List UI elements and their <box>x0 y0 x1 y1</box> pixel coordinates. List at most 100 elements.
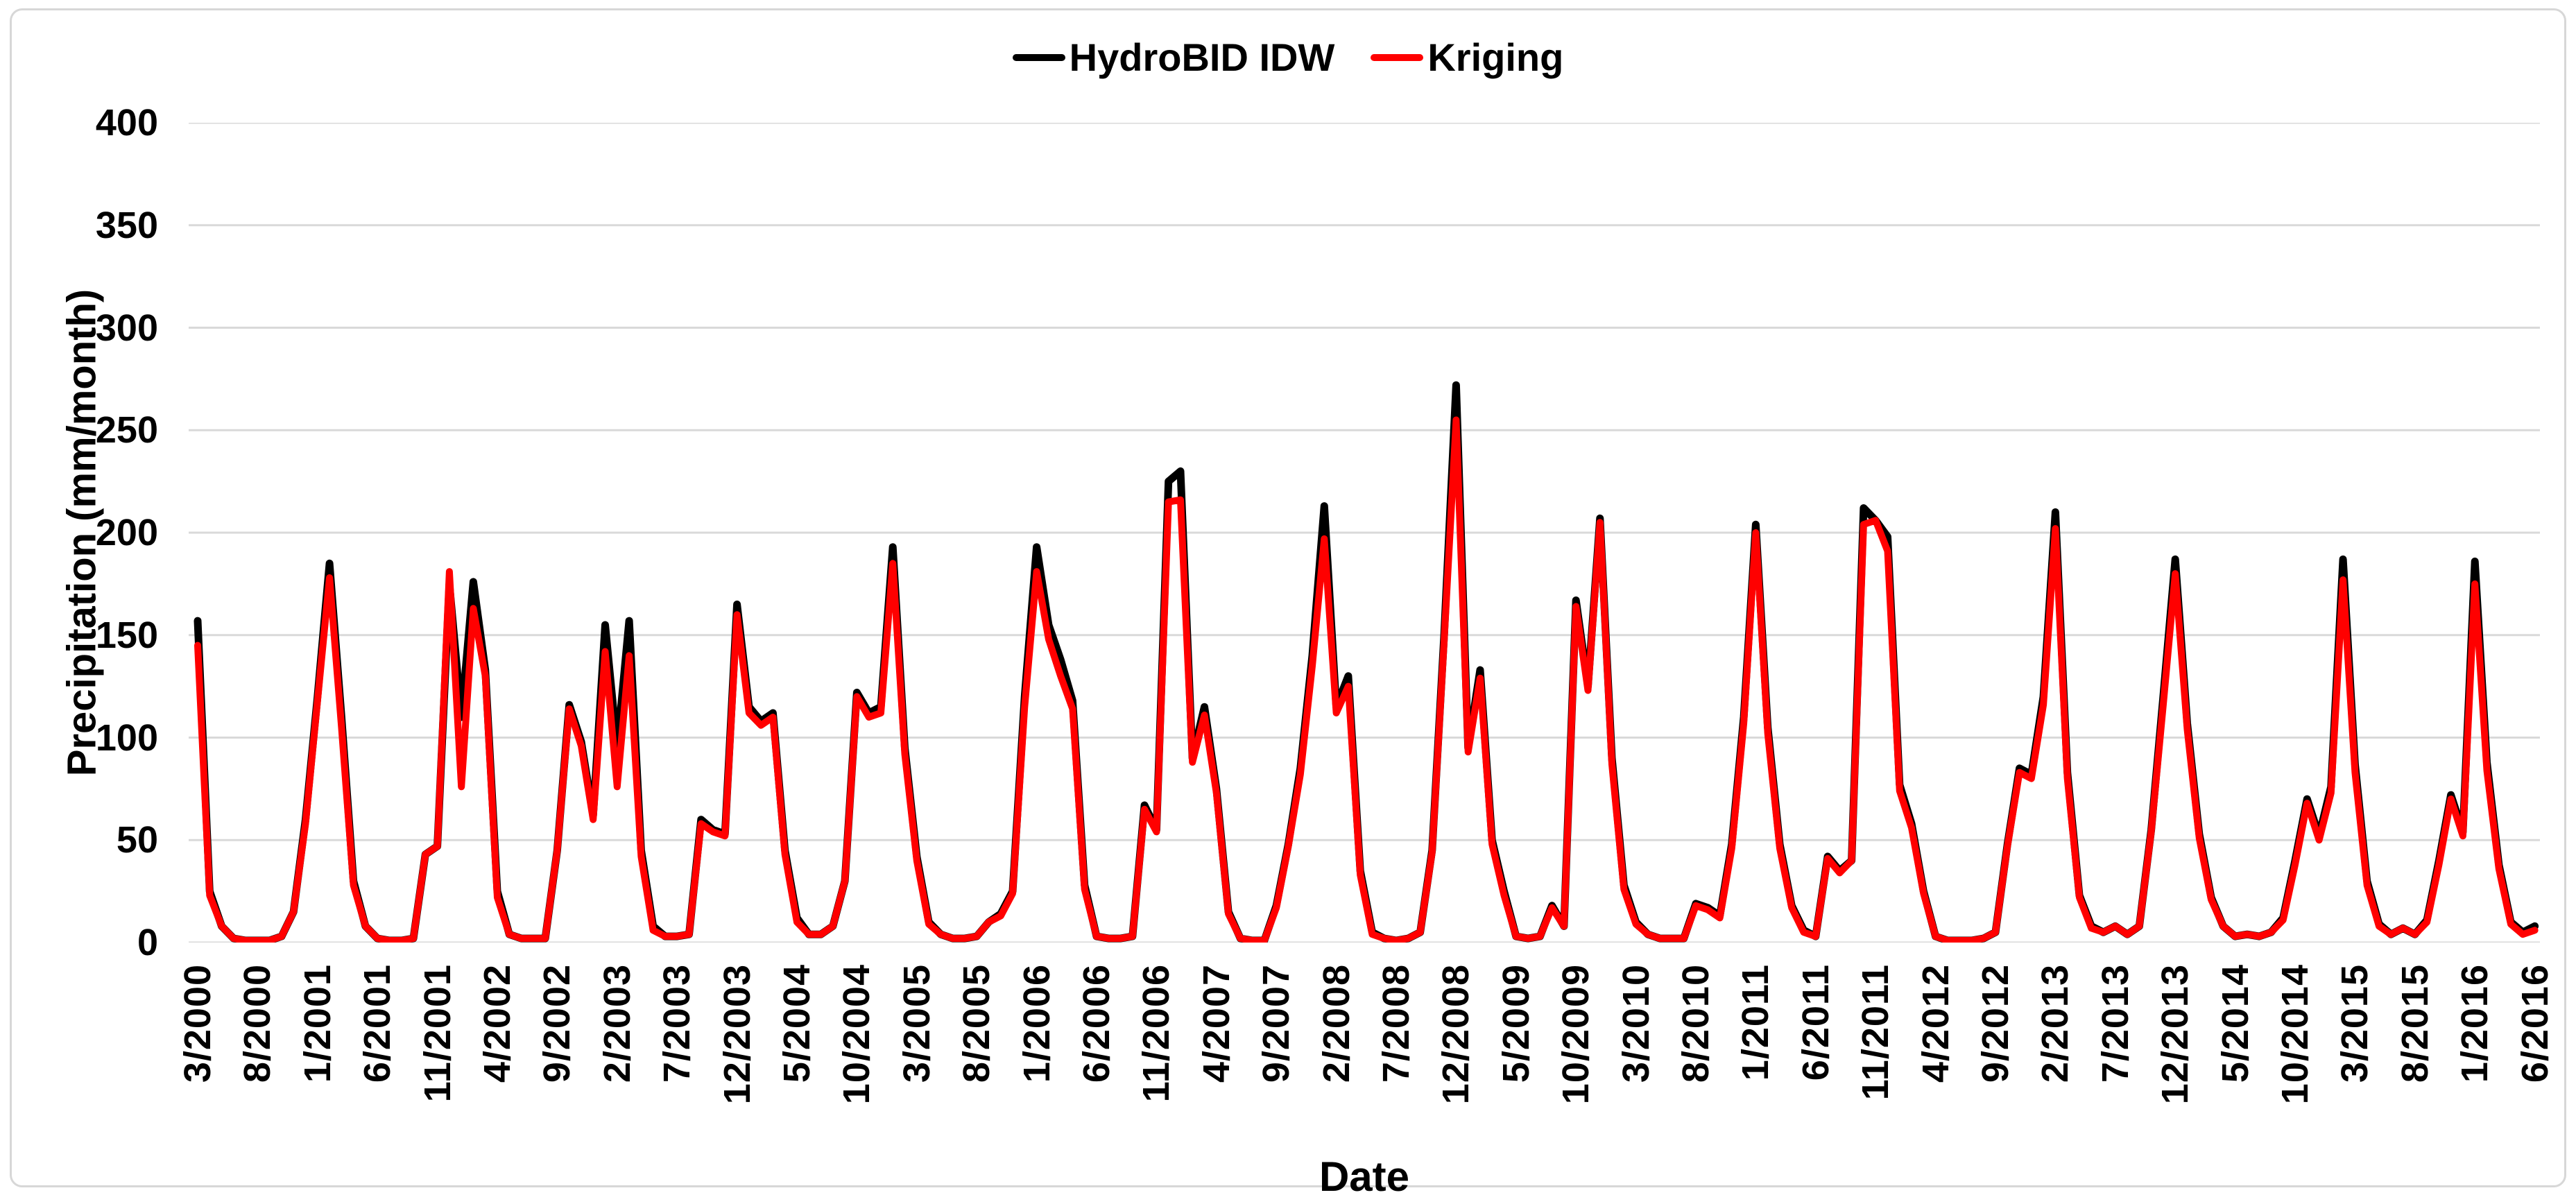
x-tick: 8/2010 <box>1672 964 1720 1151</box>
legend-item-kriging: Kriging <box>1371 35 1563 80</box>
x-tick: 10/2009 <box>1552 964 1600 1151</box>
x-tick: 3/2005 <box>893 964 941 1151</box>
plot-area <box>189 123 2540 943</box>
y-tick-label-250: 250 <box>95 409 158 452</box>
y-tick-label-50: 50 <box>116 819 158 861</box>
x-tick-label-6-2006: 6/2006 <box>1076 964 1117 1083</box>
x-tick: 4/2007 <box>1192 964 1241 1151</box>
x-tick-label-4-2002: 4/2002 <box>476 964 518 1083</box>
x-tick-label-7-2003: 7/2003 <box>656 964 698 1083</box>
x-tick: 4/2002 <box>473 964 522 1151</box>
x-tick: 1/2006 <box>1013 964 1061 1151</box>
x-tick: 7/2013 <box>2091 964 2140 1151</box>
x-tick: 10/2004 <box>832 964 881 1151</box>
x-tick-label-11-2006: 11/2006 <box>1135 964 1178 1103</box>
x-tick-label-1-2006: 1/2006 <box>1015 964 1058 1083</box>
x-tick-label-3-2010: 3/2010 <box>1615 964 1657 1083</box>
y-tick-label-400: 400 <box>95 102 158 144</box>
x-tick-label-8-2000: 8/2000 <box>237 964 279 1083</box>
x-tick: 3/2015 <box>2330 964 2379 1151</box>
x-tick-label-3-2015: 3/2015 <box>2334 964 2376 1083</box>
x-tick: 1/2011 <box>1731 964 1780 1151</box>
x-tick-label-6-2011: 6/2011 <box>1794 964 1837 1081</box>
x-tick: 6/2006 <box>1072 964 1121 1151</box>
x-tick-label-5-2004: 5/2004 <box>776 964 818 1083</box>
x-tick-label-12-2013: 12/2013 <box>2154 964 2197 1105</box>
x-tick: 8/2015 <box>2391 964 2439 1151</box>
x-tick-label-7-2008: 7/2008 <box>1375 964 1417 1083</box>
x-tick: 2/2008 <box>1312 964 1361 1151</box>
x-tick-label-8-2005: 8/2005 <box>956 964 998 1083</box>
x-tick-label-4-2012: 4/2012 <box>1914 964 1957 1083</box>
x-tick: 7/2003 <box>653 964 701 1151</box>
x-axis-title: Date <box>1319 1153 1410 1195</box>
x-tick: 5/2009 <box>1492 964 1540 1151</box>
x-tick: 11/2011 <box>1851 964 1900 1151</box>
x-tick-label-8-2010: 8/2010 <box>1675 964 1717 1083</box>
x-tick: 2/2013 <box>2031 964 2079 1151</box>
x-tick-label-2-2013: 2/2013 <box>2034 964 2077 1083</box>
hydrobid-idw-line-swatch-icon <box>1012 53 1065 61</box>
x-tick: 11/2001 <box>413 964 462 1151</box>
x-tick: 6/2011 <box>1792 964 1840 1151</box>
x-tick-label-1-2016: 1/2016 <box>2454 964 2496 1083</box>
x-tick: 5/2004 <box>773 964 821 1151</box>
x-tick: 6/2001 <box>353 964 402 1151</box>
x-tick-label-10-2014: 10/2014 <box>2274 964 2316 1105</box>
x-tick: 5/2014 <box>2211 964 2260 1151</box>
x-tick: 9/2007 <box>1252 964 1300 1151</box>
y-tick-label-100: 100 <box>95 716 158 759</box>
x-tick: 3/2000 <box>173 964 222 1151</box>
x-tick-label-10-2009: 10/2009 <box>1555 964 1597 1105</box>
x-tick: 12/2013 <box>2151 964 2199 1151</box>
x-tick: 1/2016 <box>2450 964 2499 1151</box>
x-tick-label-5-2009: 5/2009 <box>1495 964 1537 1083</box>
x-tick: 9/2002 <box>533 964 581 1151</box>
series-line-kriging <box>194 416 2539 943</box>
x-tick: 11/2006 <box>1132 964 1180 1151</box>
x-tick-label-7-2013: 7/2013 <box>2094 964 2136 1083</box>
x-tick: 3/2010 <box>1612 964 1660 1151</box>
y-tick-label-300: 300 <box>95 307 158 349</box>
x-tick: 12/2008 <box>1432 964 1480 1151</box>
x-tick: 6/2016 <box>2511 964 2559 1151</box>
x-tick: 10/2014 <box>2271 964 2319 1151</box>
x-tick-label-6-2016: 6/2016 <box>2514 964 2556 1083</box>
x-tick: 4/2012 <box>1912 964 1960 1151</box>
legend-label-hydrobid-idw: HydroBID IDW <box>1069 35 1335 79</box>
x-tick: 12/2003 <box>713 964 762 1151</box>
x-tick: 1/2001 <box>293 964 342 1151</box>
x-tick-label-12-2003: 12/2003 <box>716 964 758 1105</box>
x-tick-label-11-2001: 11/2001 <box>416 964 458 1103</box>
y-tick-label-150: 150 <box>95 614 158 656</box>
y-tick-label-200: 200 <box>95 512 158 553</box>
x-tick: 8/2005 <box>952 964 1001 1151</box>
x-tick-label-11-2011: 11/2011 <box>1855 964 1897 1101</box>
x-tick-label-1-2011: 1/2011 <box>1735 964 1777 1081</box>
legend-item-hydrobid-idw: HydroBID IDW <box>1012 35 1335 80</box>
x-tick-label-9-2012: 9/2012 <box>1975 964 2016 1083</box>
x-tick-label-1-2001: 1/2001 <box>296 964 338 1083</box>
x-tick-label-8-2015: 8/2015 <box>2394 964 2436 1083</box>
x-tick: 8/2000 <box>233 964 282 1151</box>
x-tick: 2/2003 <box>593 964 642 1151</box>
series-lines <box>194 381 2539 943</box>
x-tick-label-12-2008: 12/2008 <box>1435 964 1477 1105</box>
kriging-line-swatch-icon <box>1371 53 1424 61</box>
y-tick-label-350: 350 <box>95 204 158 246</box>
x-tick-label-9-2002: 9/2002 <box>536 964 578 1083</box>
x-tick-label-6-2001: 6/2001 <box>357 964 399 1083</box>
x-tick-label-10-2004: 10/2004 <box>836 964 878 1105</box>
x-tick-label-2-2003: 2/2003 <box>596 964 638 1083</box>
x-tick-label-9-2007: 9/2007 <box>1255 964 1298 1083</box>
gridlines <box>189 123 2540 943</box>
x-tick-label-3-2000: 3/2000 <box>177 964 218 1083</box>
chart-border <box>10 8 2566 1187</box>
x-tick-label-2-2008: 2/2008 <box>1315 964 1357 1083</box>
legend: HydroBID IDW Kriging <box>0 35 2576 80</box>
x-tick: 7/2008 <box>1372 964 1420 1151</box>
x-tick: 9/2012 <box>1971 964 2020 1151</box>
legend-label-kriging: Kriging <box>1427 35 1564 79</box>
x-tick-label-3-2005: 3/2005 <box>895 964 938 1083</box>
